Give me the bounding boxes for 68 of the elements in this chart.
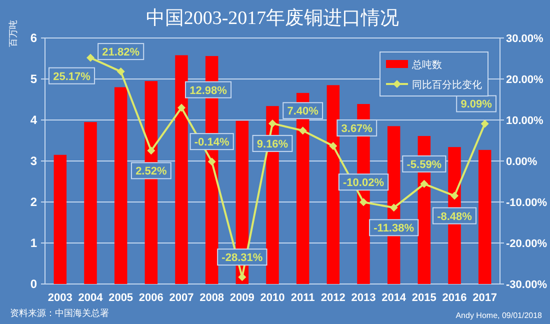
y-tick-label: 6 — [30, 31, 38, 45]
y2-tick-label: -30.00% — [506, 279, 548, 291]
x-tick-label: 2007 — [169, 292, 194, 304]
x-tick-label: 2006 — [138, 292, 164, 304]
data-label: 7.40% — [287, 106, 319, 118]
x-tick-label: 2017 — [472, 292, 498, 304]
chart-title: 中国2003-2017年废铜进口情况 — [146, 7, 400, 29]
x-tick-label: 2015 — [412, 292, 436, 304]
bar — [84, 122, 97, 284]
y-tick-label: 5 — [30, 72, 38, 86]
data-label: -11.38% — [374, 222, 414, 235]
bar — [175, 55, 188, 284]
y-tick-label: 4 — [30, 113, 38, 127]
point — [147, 146, 156, 155]
point — [450, 192, 458, 200]
data-label: 2.52% — [136, 166, 167, 178]
bar — [114, 87, 128, 284]
y-tick-label: 1 — [30, 236, 38, 250]
x-tick-label: 2010 — [260, 292, 285, 304]
data-label: -8.48% — [437, 210, 472, 223]
x-tick-label: 2004 — [78, 292, 104, 304]
point — [178, 104, 186, 112]
y2-tick-label: 20.00% — [506, 74, 544, 86]
y2-tick-label: 10.00% — [506, 115, 544, 127]
bar — [54, 154, 67, 284]
text: Andy Home, 09/01/2018 — [456, 311, 543, 320]
x-tick-label: 2005 — [108, 292, 134, 304]
y-tick-label: 0 — [30, 277, 38, 291]
point — [298, 126, 307, 135]
y2-tick-label: -10.00% — [506, 197, 548, 209]
x-tick-label: 2014 — [382, 292, 407, 304]
legend-label: 同比百分比变化 — [412, 79, 482, 91]
point — [329, 142, 338, 150]
point — [420, 180, 428, 188]
x-tick-label: 2016 — [442, 292, 467, 304]
y2-tick-label: -20.00% — [506, 238, 548, 250]
data-label: 12.98% — [190, 84, 228, 97]
point — [208, 158, 216, 166]
x-tick-label: 2013 — [351, 292, 376, 304]
data-label: 9.09% — [460, 98, 492, 111]
point — [86, 54, 94, 62]
x-tick-label: 2012 — [320, 292, 346, 304]
data-label: -10.02% — [343, 177, 384, 190]
point — [390, 204, 398, 212]
point — [480, 120, 489, 128]
y2-tick-label: 0.00% — [506, 156, 538, 168]
data-label: -0.14% — [194, 136, 230, 149]
data-label: 9.16% — [256, 138, 288, 150]
y-tick-label: 2 — [30, 195, 38, 209]
y-tick-label: 3 — [30, 154, 38, 168]
x-tick-label: 2009 — [230, 292, 254, 304]
data-label: 21.82% — [102, 46, 140, 59]
y2-tick-label: 30.00% — [506, 33, 544, 45]
data-label: 3.67% — [341, 122, 373, 135]
bar — [478, 150, 492, 284]
text: 资料来源：中国海关总署 — [10, 308, 109, 318]
x-tick-label: 2008 — [200, 292, 224, 304]
data-label: -28.31% — [222, 252, 263, 264]
y-axis-title: 百万吨 — [8, 20, 18, 47]
point — [360, 198, 368, 206]
point — [116, 68, 125, 76]
bar — [326, 85, 340, 284]
x-tick-label: 2011 — [290, 292, 315, 304]
x-tick-label: 2003 — [48, 292, 72, 304]
data-label: 25.17% — [53, 70, 91, 83]
legend-label: 总吨数 — [411, 59, 442, 71]
data-label: -5.59% — [406, 158, 442, 171]
point — [268, 119, 276, 128]
